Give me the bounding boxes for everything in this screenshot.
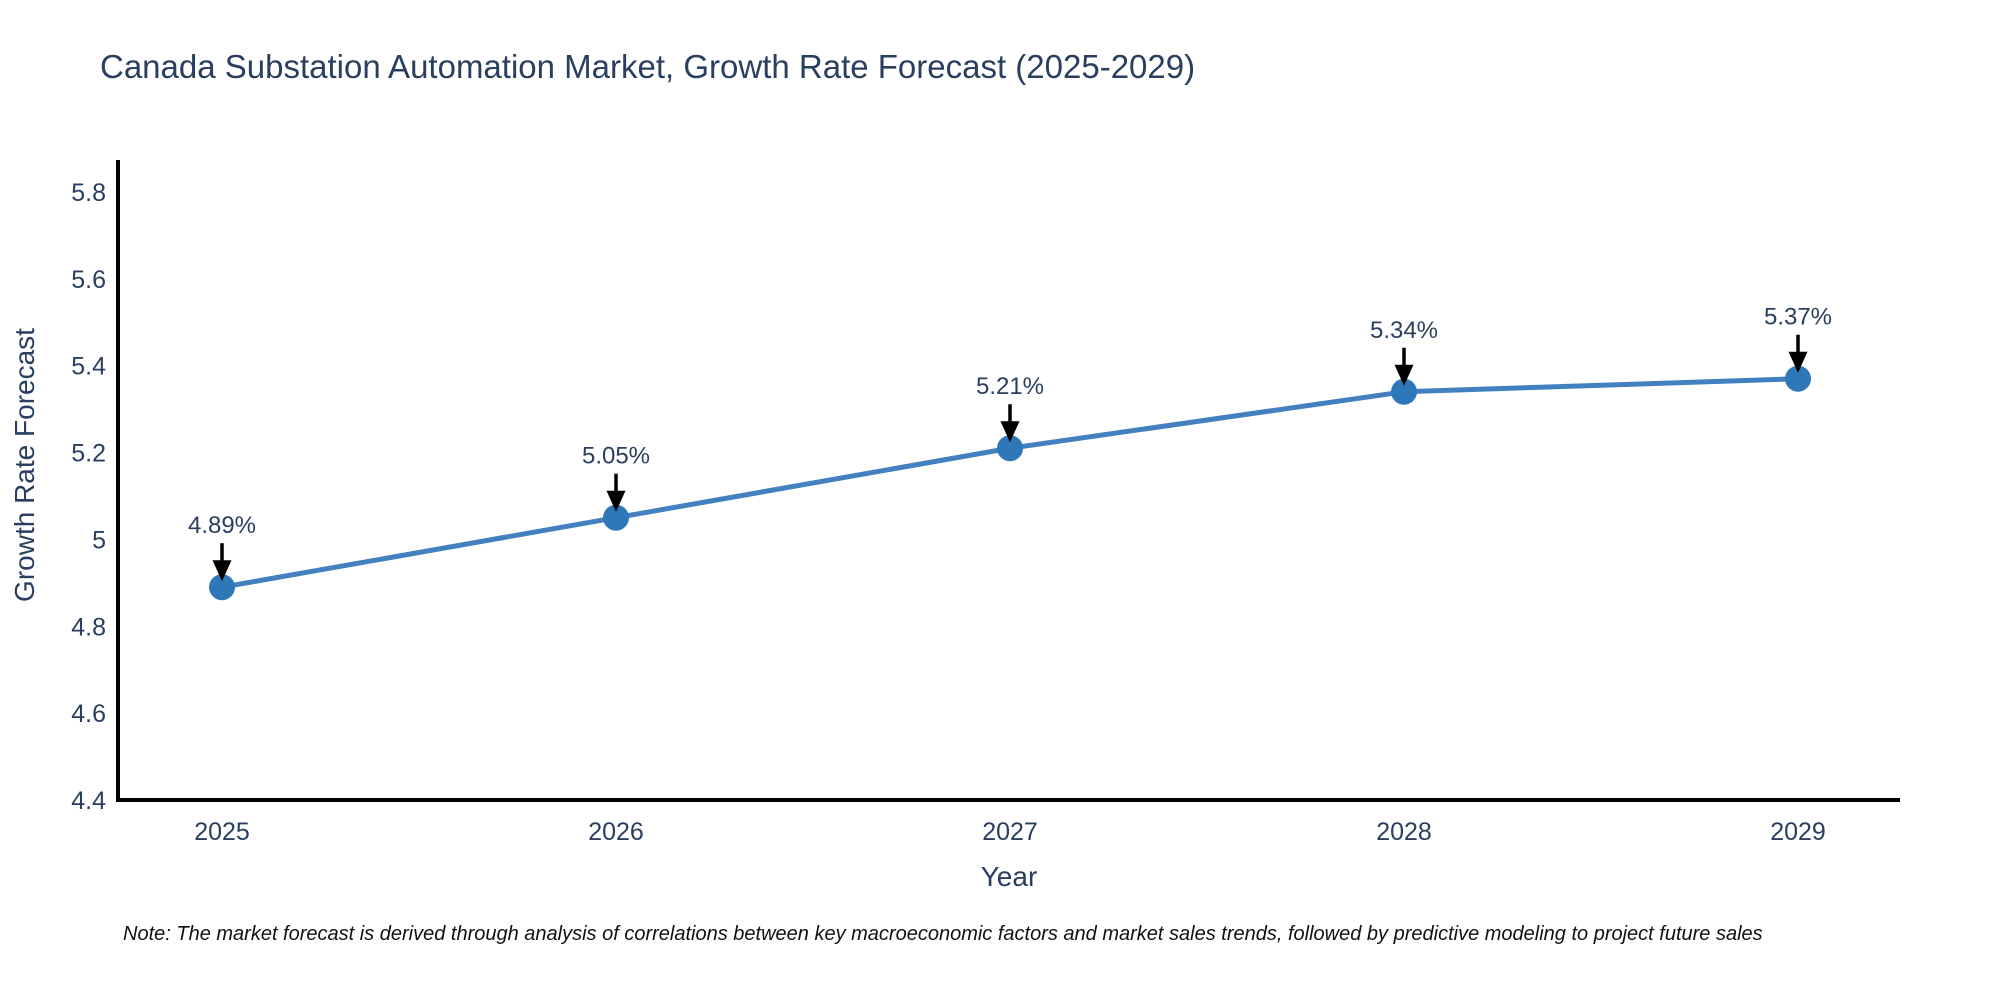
annotation-arrow-head <box>1394 364 1414 386</box>
y-tick-label: 5.6 <box>71 266 106 294</box>
data-point-marker <box>997 435 1023 462</box>
data-point-label: 5.37% <box>1764 304 1832 331</box>
data-point-label: 5.34% <box>1370 317 1438 344</box>
footnote-text: Note: The market forecast is derived thr… <box>123 923 1763 945</box>
data-point-marker <box>209 574 235 601</box>
y-tick-label: 5 <box>92 526 106 554</box>
x-tick-label: 2029 <box>1770 818 1826 846</box>
annotation-arrow-head <box>212 560 232 582</box>
y-tick-label: 5.2 <box>71 440 106 468</box>
data-point-label: 5.05% <box>582 443 650 470</box>
y-tick-label: 4.6 <box>71 700 106 728</box>
x-tick-label: 2025 <box>194 818 250 846</box>
data-point-label: 4.89% <box>188 512 256 539</box>
x-tick-label: 2026 <box>588 818 644 846</box>
x-tick-label: 2028 <box>1376 818 1432 846</box>
data-point-marker <box>1391 378 1417 405</box>
data-point-label: 5.21% <box>976 373 1044 400</box>
chart-title: Canada Substation Automation Market, Gro… <box>100 48 1196 85</box>
y-tick-label: 5.8 <box>71 179 106 207</box>
y-tick-label: 4.8 <box>71 613 106 641</box>
annotation-arrow-head <box>1000 421 1020 443</box>
y-tick-label: 4.4 <box>71 787 106 815</box>
annotation-arrow-head <box>606 490 626 512</box>
annotation-arrow-head <box>1788 351 1808 373</box>
data-point-marker <box>1785 365 1811 392</box>
y-tick-label: 5.4 <box>71 353 106 381</box>
data-point-marker <box>603 504 629 531</box>
x-tick-label: 2027 <box>982 818 1038 846</box>
x-axis-title: Year <box>981 861 1038 892</box>
y-axis-title: Growth Rate Forecast <box>9 328 40 602</box>
